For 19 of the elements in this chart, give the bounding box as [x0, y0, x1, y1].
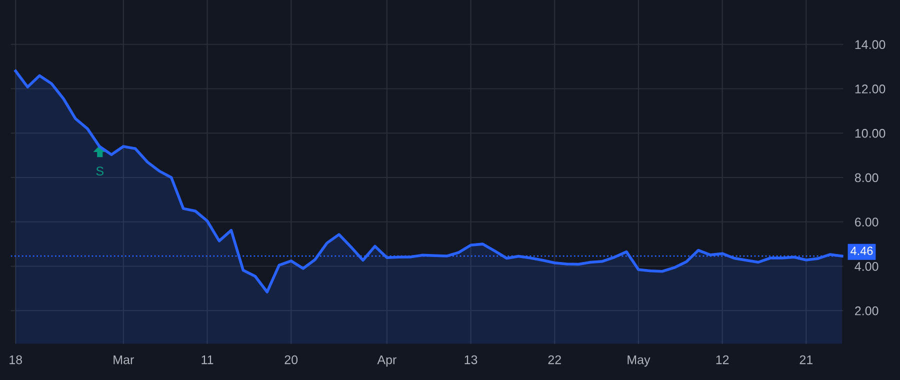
y-tick-label: 6.00 [855, 218, 878, 227]
x-tick-label: 21 [800, 355, 813, 364]
x-tick-label: 12 [716, 355, 729, 364]
y-tick-label: 8.00 [854, 173, 878, 182]
x-tick-label: 13 [464, 355, 478, 364]
annotation: S [96, 166, 104, 176]
x-tick-label: May [628, 355, 650, 367]
ref-line-label: 4.46 [850, 246, 873, 256]
x-tick-label: 20 [284, 355, 298, 364]
y-tick-label: 10.00 [855, 128, 886, 138]
x-tick-label: 11 [202, 355, 214, 364]
y-tick-label: 12.00 [855, 84, 886, 94]
y-tick-label: 2.00 [855, 306, 878, 316]
x-tick-label: Mar [114, 355, 134, 364]
x-tick-label: 22 [548, 355, 561, 364]
y-tick-label: 14.00 [855, 40, 886, 50]
x-tick-label: Apr [377, 355, 396, 367]
x-tick-label: 18 [10, 355, 22, 364]
y-tick-label: 4.00 [854, 262, 878, 271]
